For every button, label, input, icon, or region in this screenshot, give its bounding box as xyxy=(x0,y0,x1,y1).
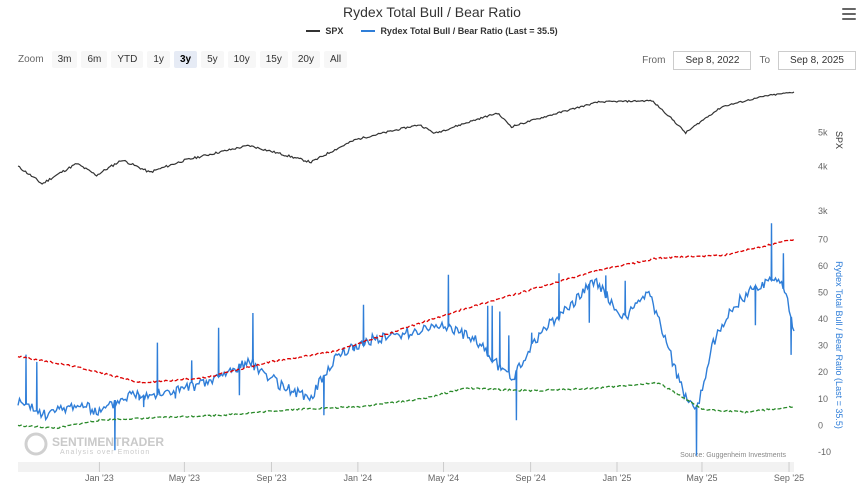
x-tick-label: Jan '23 xyxy=(85,473,114,483)
x-tick-label: May '25 xyxy=(686,473,717,483)
zoom-button-10y[interactable]: 10y xyxy=(227,51,256,68)
zoom-button-6m[interactable]: 6m xyxy=(81,51,108,68)
ratio-tick-label: 0 xyxy=(818,420,823,430)
zoom-button-all[interactable]: All xyxy=(324,51,348,68)
ratio-tick-label: 20 xyxy=(818,367,828,377)
from-date-input[interactable]: Sep 8, 2022 xyxy=(673,51,752,70)
zoom-label: Zoom xyxy=(18,54,44,65)
spx-axis-title: SPX xyxy=(834,131,844,149)
zoom-button-5y[interactable]: 5y xyxy=(201,51,224,68)
series-line-lower-band xyxy=(17,381,795,430)
legend-swatch-ratio xyxy=(361,30,376,32)
legend-item-spx[interactable]: SPX xyxy=(306,26,343,36)
series-line-ratio xyxy=(17,223,795,456)
chart-title: Rydex Total Bull / Bear Ratio xyxy=(343,4,521,20)
x-tick-label: Sep '25 xyxy=(774,473,804,483)
x-tick-label: Jan '24 xyxy=(343,473,372,483)
to-date-input[interactable]: Sep 8, 2025 xyxy=(778,51,856,70)
hamburger-menu-icon[interactable] xyxy=(842,8,856,20)
watermark-logo-icon xyxy=(24,432,48,456)
x-tick-label: May '23 xyxy=(169,473,200,483)
ratio-axis-title: Rydex Total Bull / Bear Ratio (Last = 35… xyxy=(834,261,844,429)
zoom-button-3m[interactable]: 3m xyxy=(51,51,78,68)
ratio-tick-label: -10 xyxy=(818,447,831,457)
ratio-tick-label: 70 xyxy=(818,234,828,244)
ratio-tick-label: 40 xyxy=(818,314,828,324)
ratio-tick-label: 10 xyxy=(818,394,828,404)
series-line-upper-band xyxy=(17,238,795,385)
navigator-bar[interactable] xyxy=(18,462,794,472)
legend-item-ratio[interactable]: Rydex Total Bull / Bear Ratio (Last = 35… xyxy=(361,26,558,36)
ratio-tick-label: 50 xyxy=(818,287,828,297)
to-label: To xyxy=(759,55,770,66)
zoom-bar: Zoom 3m 6m YTD 1y 3y 5y 10y 15y 20y All xyxy=(18,51,348,68)
zoom-button-3y[interactable]: 3y xyxy=(173,51,198,68)
zoom-button-ytd[interactable]: YTD xyxy=(111,51,144,68)
series-line-spx xyxy=(17,91,795,185)
zoom-button-1y[interactable]: 1y xyxy=(147,51,170,68)
legend-label-ratio: Rydex Total Bull / Bear Ratio (Last = 35… xyxy=(380,26,558,36)
spx-tick-label: 4k xyxy=(818,162,828,172)
x-tick-label: Sep '24 xyxy=(515,473,545,483)
x-tick-label: May '24 xyxy=(428,473,459,483)
ratio-tick-label: 60 xyxy=(818,261,828,271)
zoom-button-15y[interactable]: 15y xyxy=(259,51,288,68)
spx-tick-label: 5k xyxy=(818,127,828,137)
from-label: From xyxy=(642,55,666,66)
x-tick-label: Jan '25 xyxy=(603,473,632,483)
spx-tick-label: 3k xyxy=(818,206,828,216)
zoom-button-20y[interactable]: 20y xyxy=(291,51,320,68)
legend: SPX Rydex Total Bull / Bear Ratio (Last … xyxy=(0,26,864,36)
source-note: Source: Guggenheim Investments xyxy=(680,452,786,459)
x-tick-label: Sep '23 xyxy=(256,473,286,483)
legend-label-spx: SPX xyxy=(325,26,344,36)
ratio-tick-label: 30 xyxy=(818,341,828,351)
watermark-tagline: Analysis over Emotion xyxy=(60,449,150,456)
sentimentrader-watermark: SENTIMENTRADER Analysis over Emotion xyxy=(24,432,164,456)
watermark-brand: SENTIMENTRADER xyxy=(52,435,164,449)
date-range: From Sep 8, 2022 To Sep 8, 2025 xyxy=(642,51,856,70)
legend-swatch-spx xyxy=(306,30,321,32)
